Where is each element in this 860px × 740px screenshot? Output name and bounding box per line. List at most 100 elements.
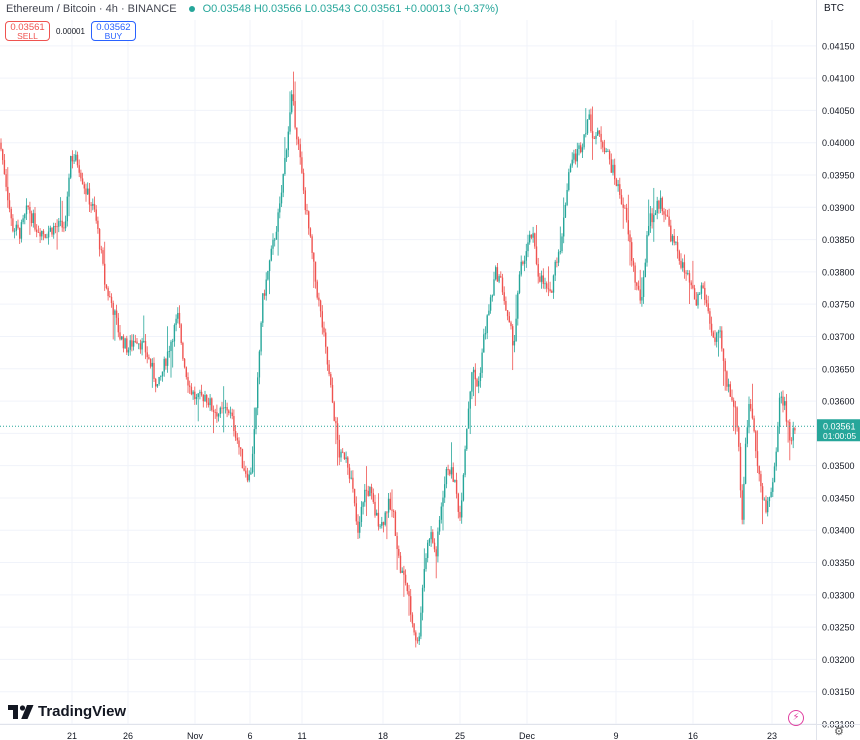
- candle-body: [447, 468, 449, 471]
- candle-body: [629, 234, 631, 243]
- candle-body: [5, 174, 7, 187]
- candle-body: [534, 233, 536, 247]
- candle-body: [389, 498, 391, 510]
- candle-body: [285, 150, 288, 158]
- candle-body: [20, 222, 23, 239]
- candle-body: [770, 491, 772, 498]
- candle-body: [161, 371, 164, 377]
- candle-body: [491, 295, 493, 298]
- candle-body: [646, 235, 648, 263]
- candle-body: [605, 151, 607, 153]
- candle-body: [457, 493, 459, 512]
- y-tick-label: 0.03650: [822, 364, 855, 374]
- x-tick-label: 6: [247, 731, 252, 740]
- candle-body: [590, 114, 592, 132]
- buy-button[interactable]: 0.03562 BUY: [90, 21, 136, 41]
- candle-body: [614, 164, 616, 180]
- candle-body: [192, 391, 194, 395]
- candle-body: [221, 407, 223, 409]
- x-tick-label: 16: [688, 731, 698, 740]
- lightning-icon[interactable]: ⚡: [788, 710, 804, 726]
- candle-body: [704, 287, 706, 300]
- candle-body: [598, 130, 601, 134]
- candle-body: [24, 214, 26, 219]
- tradingview-logo[interactable]: TradingView: [8, 703, 126, 720]
- candle-body: [297, 139, 300, 145]
- candle-body: [486, 315, 488, 334]
- y-tick-label: 0.03300: [822, 590, 855, 600]
- candle-body: [585, 133, 587, 135]
- candle-body: [503, 292, 505, 302]
- last-price-label: 0.03561: [823, 421, 856, 431]
- candle-body: [51, 227, 53, 235]
- candle-body: [743, 483, 745, 520]
- candle-body: [678, 251, 680, 261]
- candle-body: [731, 396, 733, 401]
- candle-body: [114, 310, 116, 315]
- candle-body: [30, 213, 33, 224]
- candle-body: [659, 197, 662, 209]
- candle-body: [761, 486, 764, 500]
- candle-body: [671, 235, 674, 242]
- candle-body: [530, 234, 533, 238]
- candle-body: [416, 640, 419, 642]
- candle-body: [500, 276, 502, 278]
- candle-body: [226, 407, 228, 411]
- candle-body: [546, 283, 548, 289]
- candle-body: [506, 310, 509, 317]
- candle-body: [177, 312, 179, 319]
- candle-body: [636, 282, 638, 286]
- candle-body: [544, 283, 546, 285]
- candle-body: [403, 570, 405, 575]
- candlestick-series: [0, 71, 796, 648]
- candle-body: [593, 138, 595, 140]
- candle-body: [702, 285, 704, 288]
- candle-body: [501, 277, 504, 293]
- candle-body: [527, 242, 529, 252]
- candle-body: [540, 275, 543, 282]
- candle-body: [81, 178, 84, 185]
- candle-body: [513, 340, 516, 346]
- y-tick-label: 0.03350: [822, 558, 855, 568]
- candle-body: [576, 149, 578, 162]
- candle-body: [37, 232, 40, 233]
- candle-body: [107, 288, 109, 297]
- candle-body: [564, 204, 567, 218]
- candle-body: [535, 246, 538, 264]
- candle-body: [289, 112, 291, 132]
- candle-body: [27, 205, 29, 208]
- candle-body: [22, 218, 24, 223]
- candle-body: [642, 276, 645, 297]
- x-tick-label: 18: [378, 731, 388, 740]
- candle-body: [710, 323, 713, 333]
- candle-body: [683, 262, 686, 273]
- candle-body: [421, 587, 424, 613]
- currency-label[interactable]: BTC: [824, 3, 844, 14]
- candle-body: [352, 477, 354, 489]
- candle-body: [748, 404, 750, 428]
- candle-body: [183, 358, 186, 368]
- candle-body: [789, 422, 791, 441]
- candle-body: [641, 296, 643, 301]
- candle-body: [508, 316, 510, 323]
- settings-icon[interactable]: ⚙: [834, 726, 844, 738]
- candle-body: [433, 542, 436, 550]
- candle-body: [173, 325, 176, 342]
- candle-body: [699, 293, 701, 295]
- last-price-badge: [817, 419, 860, 442]
- symbol-title[interactable]: Ethereum / Bitcoin · 4h · BINANCE: [6, 3, 177, 15]
- candle-body: [148, 357, 150, 359]
- candle-body: [319, 300, 322, 312]
- candle-body: [627, 220, 629, 235]
- candle-body: [302, 172, 305, 191]
- candle-body: [2, 149, 4, 161]
- sell-button[interactable]: 0.03561 SELL: [5, 21, 50, 41]
- candle-body: [432, 532, 434, 543]
- candle-body: [296, 127, 298, 140]
- candle-body: [716, 333, 718, 342]
- candle-body: [520, 261, 522, 275]
- candle-body: [129, 340, 131, 350]
- candle-body: [687, 273, 689, 274]
- candle-body: [345, 457, 347, 459]
